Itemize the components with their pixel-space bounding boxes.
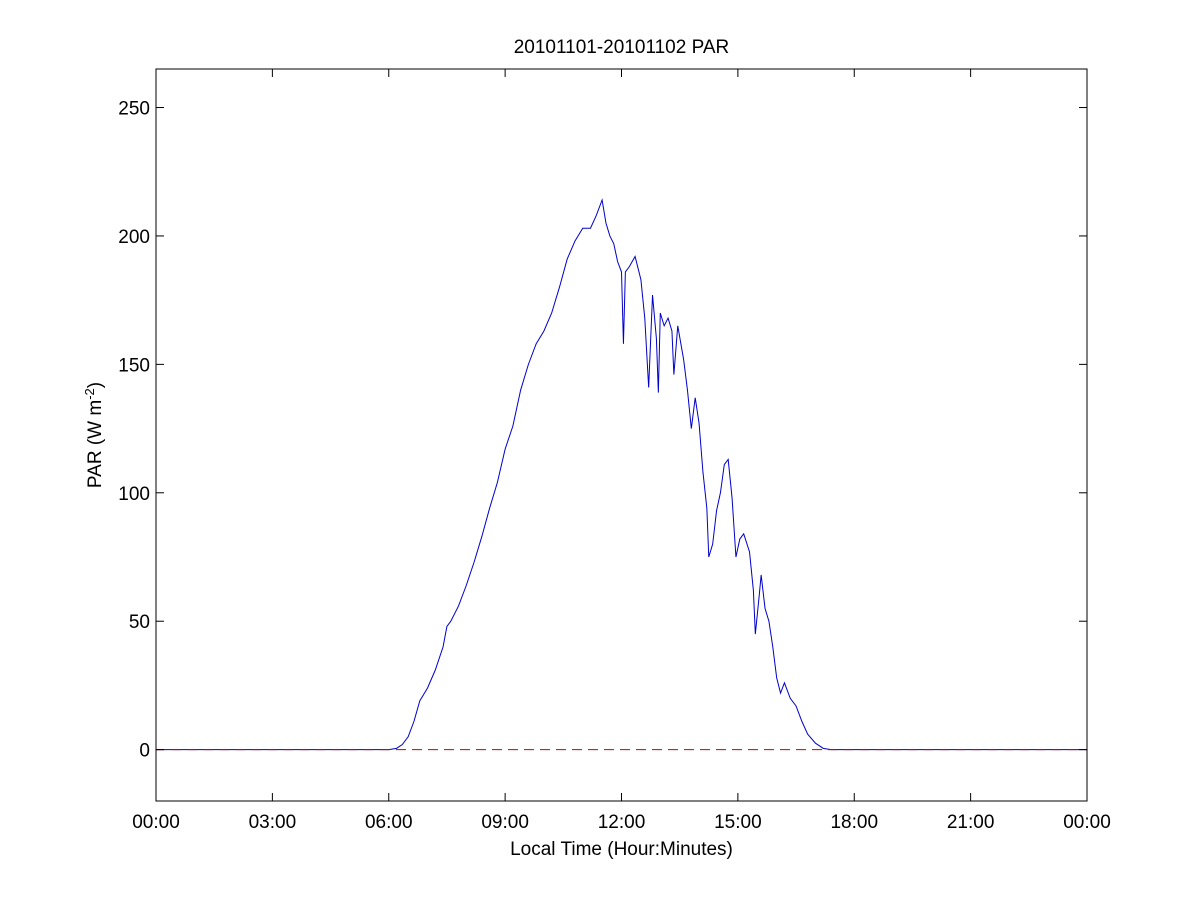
x-tick-label: 00:00 — [132, 812, 180, 833]
x-tick-label: 03:00 — [249, 812, 297, 833]
x-tick-label: 18:00 — [830, 812, 878, 833]
x-tick-label: 12:00 — [598, 812, 646, 833]
y-axis-label-main: PAR (W m — [85, 400, 106, 488]
y-tick-label: 250 — [118, 99, 150, 120]
x-tick-label: 21:00 — [947, 812, 995, 833]
y-axis-label-superscript: -2 — [82, 388, 97, 400]
chart-title: 20101101-20101102 PAR — [514, 37, 730, 58]
x-tick-label: 09:00 — [481, 812, 529, 833]
x-axis-label: Local Time (Hour:Minutes) — [510, 839, 733, 860]
y-tick-label: 150 — [118, 355, 150, 376]
y-tick-label: 100 — [118, 484, 150, 505]
y-axis-label: PAR (W m-2) — [82, 382, 107, 488]
y-tick-label: 50 — [129, 612, 150, 633]
y-tick-label: 200 — [118, 227, 150, 248]
y-axis-label-close: ) — [85, 382, 106, 388]
par-series-line — [156, 198, 1087, 751]
plot-layer — [156, 198, 1087, 751]
x-tick-label: 00:00 — [1063, 812, 1111, 833]
y-tick-label: 0 — [139, 741, 150, 762]
x-tick-label: 15:00 — [714, 812, 762, 833]
tick-layer: 00:00 03:00 06:00 09:00 12:00 15:00 18:00 21:00… — [118, 69, 1111, 833]
x-tick-label: 06:00 — [365, 812, 413, 833]
